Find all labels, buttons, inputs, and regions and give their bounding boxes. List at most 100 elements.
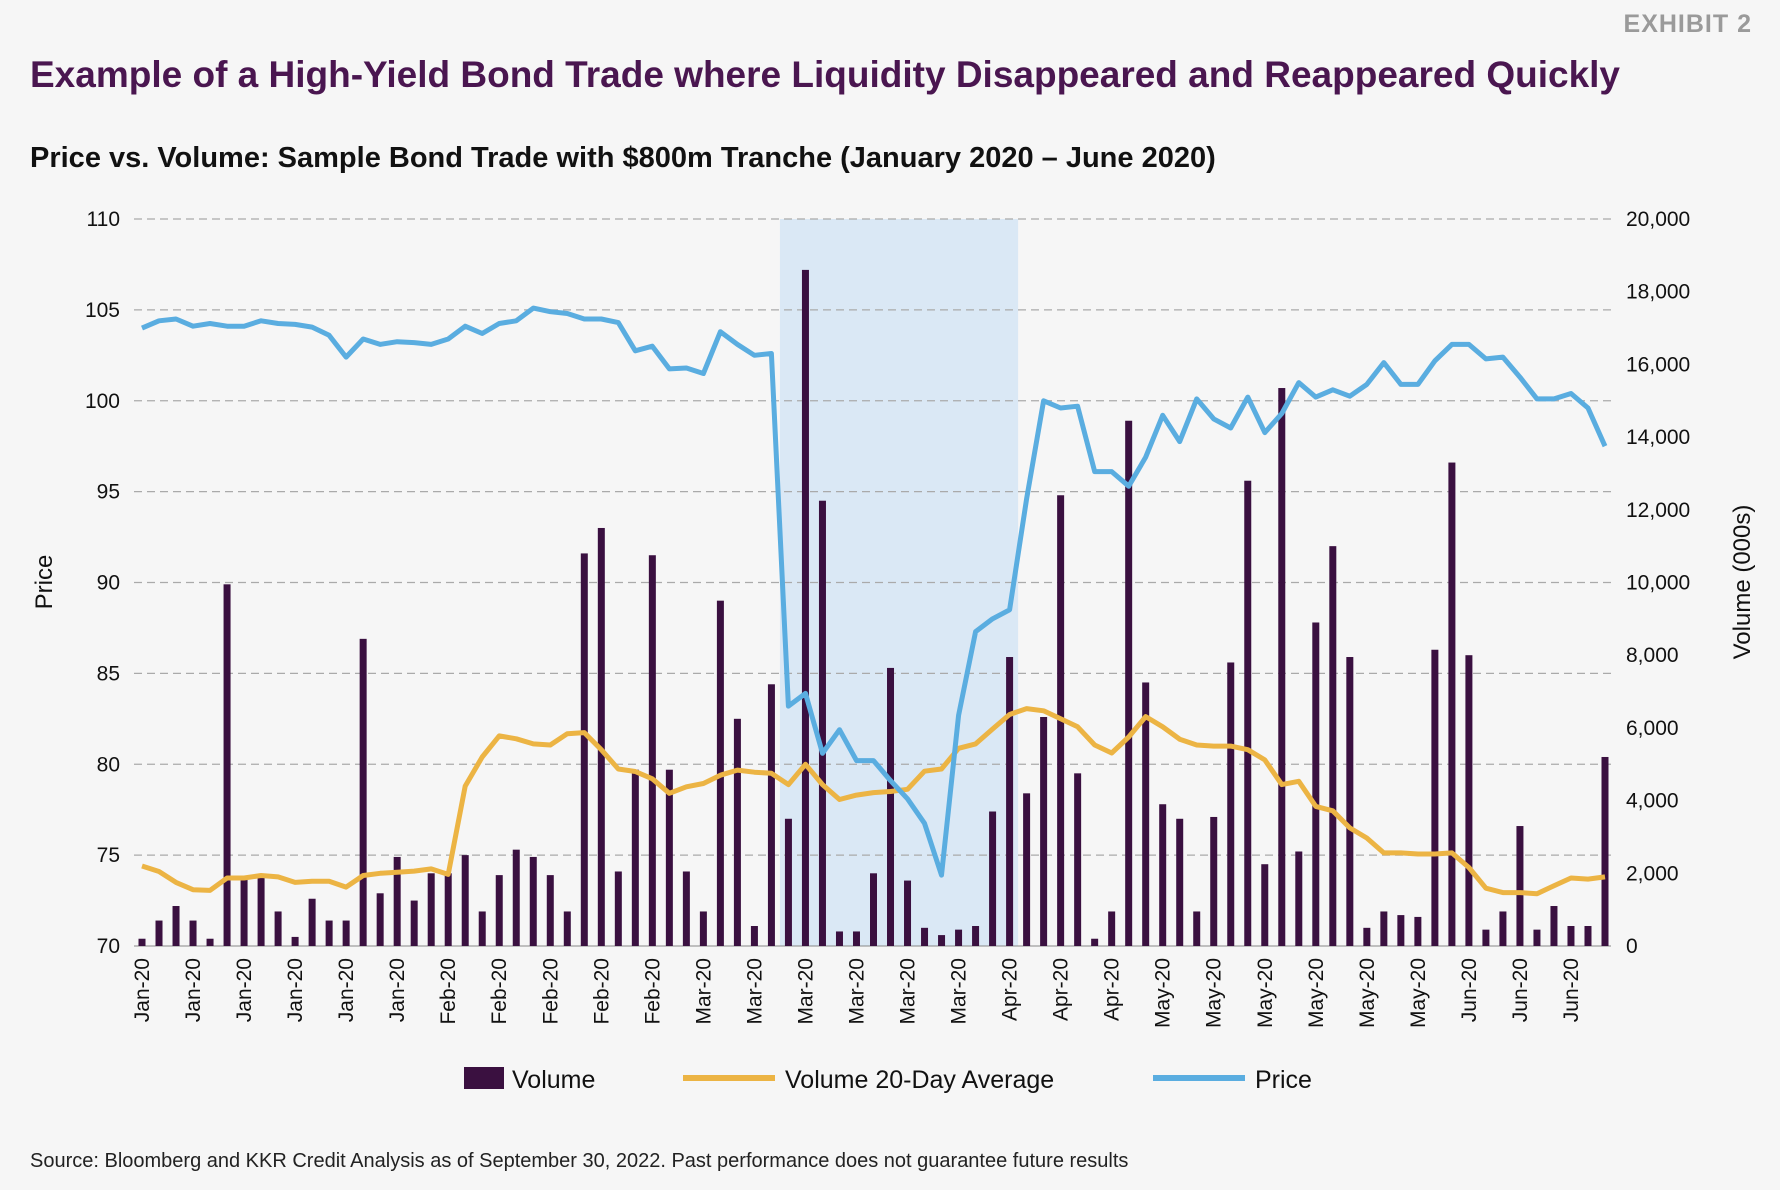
exhibit-label: EXHIBIT 2 [1623, 10, 1752, 38]
volume-bar [308, 898, 316, 946]
volume-bar [631, 769, 639, 946]
volume-bar [614, 871, 622, 946]
y-left-tick-label: 80 [97, 753, 120, 776]
x-tick-label: Mar-20 [948, 958, 971, 1025]
x-tick-label: May-20 [1254, 958, 1277, 1028]
x-tick-label: Jan-20 [182, 958, 205, 1022]
x-tick-label: Mar-20 [845, 958, 868, 1025]
y-left-tick-label: 100 [85, 390, 120, 413]
volume-bar [1584, 926, 1592, 946]
volume-bar [648, 555, 656, 946]
volume-bar [546, 875, 554, 946]
volume-bar [461, 855, 469, 946]
x-tick-label: Mar-20 [897, 958, 920, 1025]
volume-bar [835, 931, 843, 946]
volume-bar [291, 936, 299, 946]
y-right-tick-label: 4,000 [1626, 790, 1679, 813]
volume-bar [1550, 906, 1558, 946]
volume-bar [1125, 420, 1133, 946]
volume-bar [257, 876, 265, 946]
x-tick-label: Jan-20 [386, 958, 409, 1022]
volume-bar [427, 873, 435, 946]
volume-bar [1482, 929, 1490, 946]
volume-bar [1414, 916, 1422, 946]
volume-bar [1465, 655, 1473, 946]
volume-bar [1295, 851, 1303, 946]
volume-bar [155, 920, 163, 946]
x-tick-label: Feb-20 [539, 958, 562, 1025]
volume-bar [529, 856, 537, 946]
volume-bar [1346, 657, 1354, 946]
volume-bar [1159, 804, 1167, 946]
y-left-tick-label: 70 [97, 935, 120, 958]
volume-bar [206, 938, 214, 946]
x-tick-label: Mar-20 [743, 958, 766, 1025]
y-left-tick-label: 90 [97, 572, 120, 595]
volume-bar [955, 929, 963, 946]
volume-bar [1261, 864, 1269, 946]
y-right-tick-label: 20,000 [1626, 208, 1690, 231]
volume-bar [223, 584, 231, 946]
x-tick-label: Feb-20 [590, 958, 613, 1025]
volume-bar [1431, 649, 1439, 946]
volume-bar [189, 920, 197, 946]
volume-bar [1363, 927, 1371, 946]
volume-bar [784, 818, 792, 946]
x-tick-label: Jan-20 [335, 958, 358, 1022]
x-tick-label: Feb-20 [641, 958, 664, 1025]
volume-bar [682, 871, 690, 946]
volume-bar [1312, 622, 1320, 946]
x-tick-label: May-20 [1356, 958, 1379, 1028]
x-tick-label: May-20 [1407, 958, 1430, 1028]
y-right-tick-label: 18,000 [1626, 281, 1690, 304]
volume-bar [1142, 682, 1150, 946]
x-tick-label: May-20 [1203, 958, 1226, 1028]
volume-bar [359, 638, 367, 946]
volume-bar [478, 911, 486, 946]
volume-bar [580, 553, 588, 946]
y-left-tick-label: 105 [85, 299, 120, 322]
y-left-tick-label: 110 [87, 208, 120, 231]
volume-bar [1329, 546, 1337, 946]
volume-bar [801, 269, 809, 946]
volume-bar [904, 880, 912, 946]
volume-bar [563, 911, 571, 946]
x-tick-label: Jun-20 [1509, 958, 1532, 1022]
volume-bar [1397, 915, 1405, 946]
price-line [141, 305, 1608, 878]
volume-bar [921, 927, 929, 946]
volume-bar [342, 920, 350, 946]
x-tick-label: Mar-20 [692, 958, 715, 1025]
volume-bar [938, 935, 946, 946]
volume-bar [972, 926, 980, 946]
y-right-tick-label: 6,000 [1626, 717, 1679, 740]
volume-bar [410, 900, 418, 946]
chart-title: Example of a High-Yield Bond Trade where… [30, 54, 1621, 95]
volume-bar [1244, 480, 1252, 946]
y-axis-right-label: Volume (000s) [1729, 505, 1756, 660]
legend-volume-swatch [464, 1067, 504, 1089]
volume-bar [274, 911, 282, 946]
source-note: Source: Bloomberg and KKR Credit Analysi… [30, 1150, 1129, 1172]
volume-bar [1006, 657, 1014, 946]
volume-bar [325, 920, 333, 946]
volume-bar [870, 873, 877, 946]
legend-price-label: Price [1255, 1066, 1312, 1094]
x-tick-label: Apr-20 [1050, 958, 1073, 1021]
y-right-tick-label: 12,000 [1626, 499, 1690, 522]
volume-bar [138, 938, 146, 946]
y-right-tick-label: 0 [1626, 935, 1638, 958]
x-tick-label: Feb-20 [437, 958, 460, 1025]
x-tick-label: Mar-20 [794, 958, 817, 1025]
volume-bar [1567, 926, 1575, 946]
volume-bar [1227, 662, 1235, 946]
y-right-tick-label: 16,000 [1626, 353, 1690, 376]
volume-bar [887, 667, 895, 946]
volume-bar [1278, 388, 1286, 947]
volume-bar [1533, 929, 1541, 946]
volume-bar [1074, 773, 1082, 946]
y-right-tick-label: 2,000 [1626, 862, 1679, 885]
volume-bar [989, 811, 997, 946]
volume-bar [750, 926, 758, 946]
